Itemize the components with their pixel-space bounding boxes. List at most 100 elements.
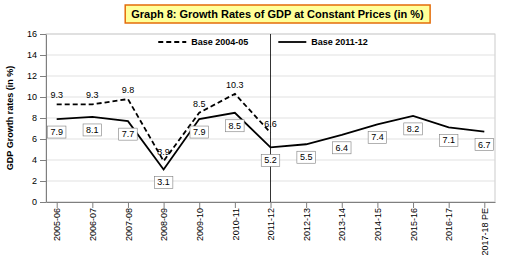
- data-label-box: [154, 176, 173, 188]
- x-tick-label: 2015-16: [409, 208, 419, 241]
- y-tick: 16: [27, 29, 46, 39]
- y-tick-label: 10: [27, 92, 37, 102]
- data-label: 7.4: [371, 132, 384, 142]
- y-tick-label: 8: [32, 113, 37, 123]
- data-label-group: 7.7: [119, 128, 138, 140]
- x-tick: 2016-17: [444, 202, 454, 241]
- data-label: 8.1: [86, 125, 99, 135]
- data-label: 7.9: [193, 127, 206, 137]
- x-tick: 2005-06: [52, 202, 62, 241]
- data-label: 7.1: [442, 135, 455, 145]
- y-tick-mark: [40, 76, 46, 77]
- data-label-group: 8.5: [226, 120, 245, 132]
- series-line: [57, 94, 271, 161]
- data-label: 8.5: [229, 121, 242, 131]
- x-tick-mark: [449, 202, 450, 208]
- data-label: 3.1: [157, 177, 170, 187]
- x-axis: 2005-06 2006-07 2007-08 2008-09 2009-10 2010-…: [47, 202, 496, 256]
- legend-swatch: [278, 41, 306, 43]
- y-tick-mark: [40, 181, 46, 182]
- y-tick-label: 14: [27, 50, 37, 60]
- data-label: 9.8: [122, 85, 135, 95]
- data-label: 5.5: [300, 152, 313, 162]
- legend: Base 2004-05Base 2011-12: [158, 37, 368, 47]
- x-tick: 2012-13: [302, 202, 312, 241]
- data-label-box: [333, 142, 352, 154]
- x-tick: 2010-11: [231, 202, 241, 240]
- x-tick-mark: [199, 202, 200, 208]
- title-group: Graph 8: Growth Rates of GDP at Constant…: [125, 5, 430, 23]
- x-tick-mark: [377, 202, 378, 208]
- y-tick-mark: [40, 34, 46, 35]
- data-labels: 9.3 9.3 9.8 3.9 8.5 10.3 6.6 7.9 8.1 7.7 3.1 7.9 8.5…: [47, 80, 493, 189]
- x-tick-label: 2006-07: [88, 208, 98, 241]
- x-tick: 2009-10: [195, 202, 205, 241]
- data-label: 8.5: [193, 99, 206, 109]
- data-label: 10.3: [226, 80, 244, 90]
- data-label: 3.9: [157, 147, 170, 157]
- x-tick-label: 2011-12: [266, 208, 276, 240]
- data-label-box: [297, 151, 316, 163]
- y-tick: 4: [32, 155, 46, 165]
- y-tick: 14: [27, 50, 46, 60]
- x-tick-label: 2010-11: [231, 208, 241, 240]
- data-label-group: 7.4: [368, 131, 387, 143]
- data-label-box: [368, 131, 387, 143]
- data-label: 6.6: [264, 119, 277, 129]
- data-label: 9.3: [86, 90, 99, 100]
- x-tick-mark: [57, 202, 58, 208]
- data-label: 5.2: [264, 155, 277, 165]
- y-tick-mark: [40, 160, 46, 161]
- data-label-group: 5.5: [297, 151, 316, 163]
- y-tick: 12: [27, 71, 46, 81]
- y-tick: 8: [32, 113, 46, 123]
- x-tick-label: 2005-06: [52, 208, 62, 241]
- series-line: [57, 113, 485, 170]
- data-label: 9.3: [50, 90, 63, 100]
- data-label-box: [119, 128, 138, 140]
- grid: [46, 34, 495, 202]
- x-tick-mark: [128, 202, 129, 208]
- title: Graph 8: Growth Rates of GDP at Constant…: [131, 8, 424, 20]
- marks: [57, 34, 485, 202]
- x-tick-label: 2013-14: [337, 208, 347, 241]
- y-tick: 2: [32, 176, 46, 186]
- x-tick-mark: [164, 202, 165, 208]
- y-tick-label: 2: [32, 176, 37, 186]
- data-label-box: [404, 123, 423, 135]
- x-tick-mark: [413, 202, 414, 208]
- data-label-box: [475, 139, 494, 151]
- data-label-group: 8.2: [404, 123, 423, 135]
- x-tick-label: 2009-10: [195, 208, 205, 241]
- chart: Graph 8: Growth Rates of GDP at Constant…: [0, 0, 505, 270]
- y-axis: 0246810121416: [27, 29, 47, 207]
- y-tick-label: 4: [32, 155, 37, 165]
- x-tick-label: 2014-15: [373, 208, 383, 241]
- data-label-group: 3.1: [154, 176, 173, 188]
- plot-frame: [46, 34, 495, 202]
- data-label-group: 8.1: [83, 124, 102, 136]
- data-label-group: 7.9: [47, 126, 66, 138]
- x-tick-mark: [235, 202, 236, 208]
- legend-swatch: [158, 41, 186, 43]
- data-label-group: 7.9: [190, 126, 209, 138]
- x-tick-mark: [484, 202, 485, 208]
- data-label-box: [226, 120, 245, 132]
- x-tick: 2013-14: [337, 202, 347, 241]
- y-tick-mark: [40, 97, 46, 98]
- data-label-group: 5.2: [261, 154, 280, 166]
- data-label: 6.4: [336, 143, 349, 153]
- y-axis-title: GDP Growth rates (in %): [5, 66, 15, 170]
- data-label: 6.7: [478, 140, 491, 150]
- y-tick-mark: [40, 55, 46, 56]
- y-tick: 10: [27, 92, 46, 102]
- y-tick-mark: [40, 139, 46, 140]
- x-tick: 2014-15: [373, 202, 383, 241]
- y-axis-line: [46, 35, 47, 203]
- x-tick: 2007-08: [124, 202, 134, 241]
- data-label: 7.9: [50, 127, 63, 137]
- x-tick-label: 2017-18 PE: [480, 208, 490, 256]
- title-box: [125, 5, 430, 23]
- data-label-box: [47, 126, 66, 138]
- x-tick: 2008-09: [159, 202, 169, 241]
